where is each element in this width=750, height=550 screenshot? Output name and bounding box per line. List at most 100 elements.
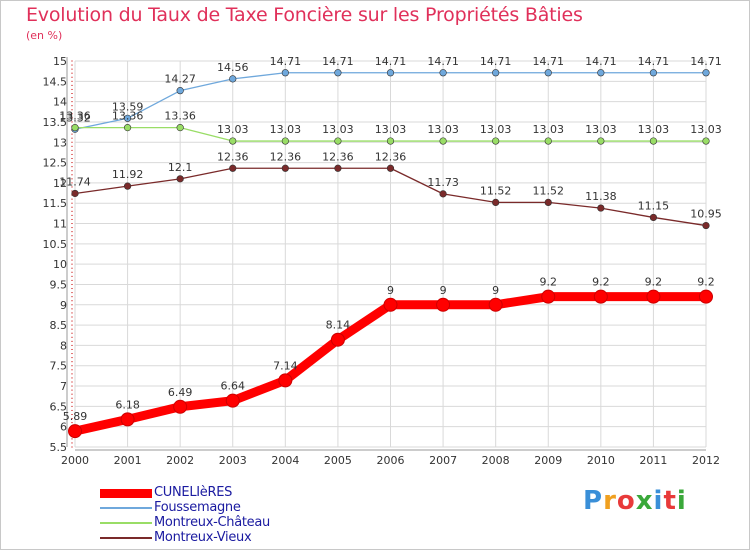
- data-label: 13.36: [112, 110, 144, 123]
- data-label: 13.32: [59, 111, 91, 124]
- legend-swatch: [100, 537, 152, 539]
- legend-item-3: Montreux-Vieux: [100, 530, 252, 545]
- series-point: [229, 164, 237, 172]
- data-label: 12.1: [168, 161, 193, 174]
- y-tick-label: 13: [53, 136, 67, 149]
- chart-unit-label: (en %): [26, 29, 63, 42]
- data-label: 9: [492, 284, 499, 297]
- legend-item-2: Montreux-Château: [100, 516, 270, 530]
- data-label: 14.71: [690, 55, 722, 68]
- series-point: [281, 69, 289, 77]
- series-point: [120, 412, 135, 427]
- data-label: 9.2: [592, 276, 610, 289]
- data-label: 13.03: [375, 123, 407, 136]
- series-point: [176, 124, 184, 132]
- data-label: 9.2: [697, 276, 715, 289]
- y-tick-label: 8: [60, 339, 67, 352]
- y-tick-label: 12.5: [43, 157, 68, 170]
- logo-letter: r: [603, 486, 617, 516]
- x-tick-label: 2012: [692, 454, 720, 467]
- data-label: 11.38: [585, 190, 617, 203]
- series-point: [229, 75, 237, 83]
- logo-letter: i: [676, 486, 687, 516]
- data-label: 7.14: [273, 359, 298, 372]
- series-point: [492, 198, 500, 206]
- series-point: [123, 124, 132, 132]
- y-tick-label: 14.5: [43, 75, 68, 88]
- series-point: [544, 69, 552, 77]
- data-label: 13.03: [270, 123, 302, 136]
- y-tick-label: 14: [53, 96, 67, 109]
- series-point: [649, 213, 658, 222]
- data-label: 14.71: [480, 55, 512, 68]
- data-label: 13.36: [164, 110, 196, 123]
- data-label: 11.52: [533, 184, 565, 197]
- legend-swatch: [100, 507, 152, 509]
- legend-swatch: [100, 488, 152, 498]
- data-label: 5.89: [63, 410, 88, 423]
- data-label: 13.03: [427, 123, 459, 136]
- series-point: [702, 137, 710, 145]
- x-tick-label: 2002: [166, 454, 194, 467]
- y-tick-label: 10: [53, 258, 67, 271]
- data-label: 14.27: [164, 73, 196, 86]
- data-label-layer: 13.32 13.59 14.27 14.56 14.71 14.71 14.71 14.71…: [59, 55, 722, 423]
- y-tick-label: 9: [60, 299, 67, 312]
- series-point: [702, 221, 710, 230]
- logo-letter: P: [583, 486, 604, 516]
- data-label: 14.71: [638, 55, 670, 68]
- data-label: 14.71: [375, 55, 407, 68]
- series-point: [386, 137, 395, 145]
- data-label: 13.59: [112, 100, 144, 113]
- series-point: [702, 69, 710, 77]
- data-label: 12.36: [322, 150, 354, 163]
- data-label: 14.71: [427, 55, 459, 68]
- x-tick-label: 2009: [534, 454, 562, 467]
- data-label: 12.36: [217, 150, 249, 163]
- data-label: 11.92: [112, 168, 144, 181]
- legend-label: Montreux-Château: [154, 515, 270, 530]
- series-point: [278, 373, 293, 388]
- legend-item-1: Foussemagne: [100, 501, 241, 515]
- series-point: [71, 189, 79, 198]
- series-point: [597, 204, 605, 212]
- data-label: 13.03: [690, 123, 722, 136]
- data-label: 9: [387, 284, 394, 297]
- series-point: [123, 182, 132, 190]
- legend-label: Montreux-Vieux: [154, 530, 252, 545]
- series-point: [492, 137, 500, 145]
- series-point: [68, 424, 82, 439]
- series-point: [436, 297, 451, 312]
- data-label: 9: [440, 284, 447, 297]
- series-point: [281, 137, 289, 145]
- series-point: [593, 289, 608, 304]
- series-point: [330, 332, 345, 347]
- series-point: [597, 137, 605, 145]
- x-tick-label: 2005: [324, 454, 352, 467]
- logo-letter: o: [616, 486, 636, 516]
- x-tick-label: 2006: [377, 454, 405, 467]
- series-point: [439, 137, 447, 145]
- data-label: 14.71: [585, 55, 617, 68]
- data-label: 11.73: [427, 176, 459, 189]
- data-label: 12.36: [270, 150, 302, 163]
- data-label: 9.2: [645, 276, 663, 289]
- series-point: [646, 289, 661, 304]
- data-label: 13.03: [217, 123, 249, 136]
- data-label: 10.95: [690, 208, 722, 221]
- series-point: [71, 124, 79, 132]
- series-point: [439, 69, 447, 77]
- data-label: 14.71: [533, 55, 565, 68]
- series-point: [488, 297, 503, 312]
- axis-layer: 5.566.577.588.599.51010.51111.51212.5131…: [43, 55, 721, 467]
- x-tick-label: 2004: [271, 454, 299, 467]
- series-point: [699, 289, 713, 304]
- data-label: 13.03: [585, 123, 617, 136]
- series-point: [229, 137, 237, 145]
- legend-swatch: [100, 522, 152, 524]
- data-label: 6.49: [168, 386, 193, 399]
- series-point: [176, 87, 184, 95]
- series-point: [383, 297, 398, 312]
- grid-layer: [74, 60, 707, 448]
